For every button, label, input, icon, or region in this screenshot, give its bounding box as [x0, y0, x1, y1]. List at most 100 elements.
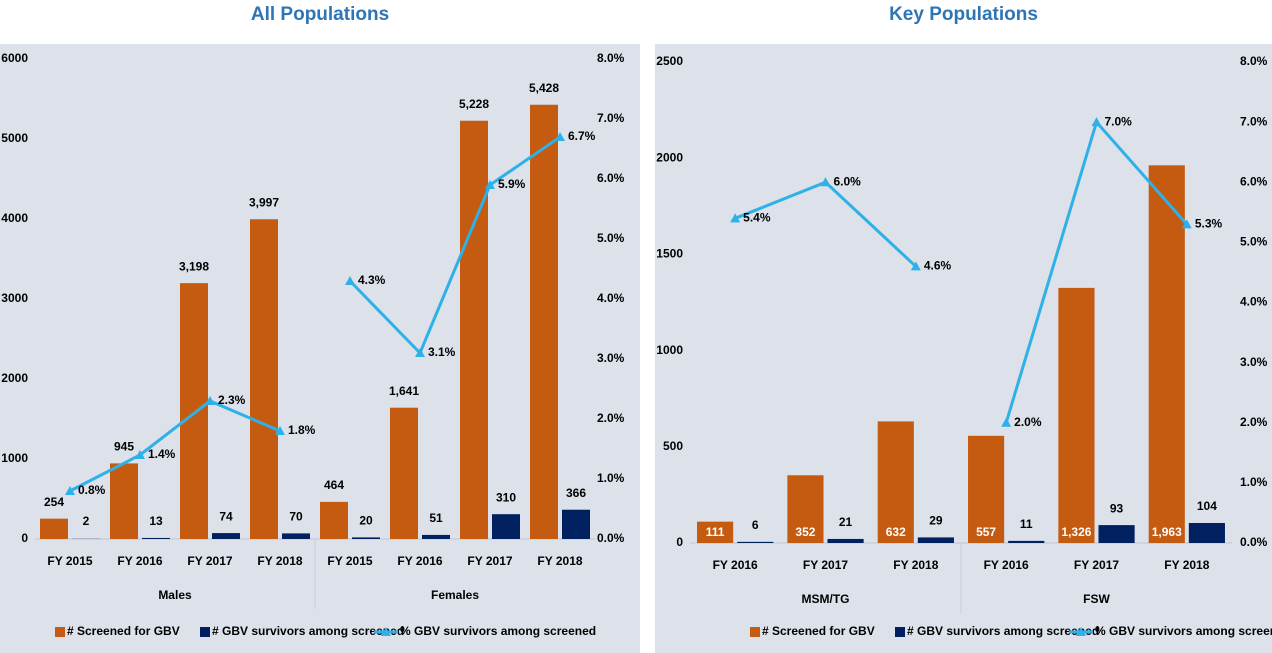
bar — [40, 518, 68, 539]
line-marker — [820, 177, 831, 187]
bar — [697, 521, 734, 543]
y-tick-label: 1000 — [1, 451, 28, 465]
line-marker — [1091, 117, 1102, 127]
data-label: 4.3% — [358, 273, 386, 287]
line-marker — [135, 450, 145, 459]
data-label: 7.0% — [1105, 114, 1133, 128]
data-label: 464 — [324, 478, 344, 492]
data-label: 6.0% — [834, 174, 862, 188]
bar — [827, 538, 864, 543]
y2-tick-label: 8.0% — [1240, 54, 1268, 68]
y2-tick-label: 5.0% — [597, 231, 625, 245]
x-tick-label: FY 2017 — [1074, 558, 1119, 572]
bar — [968, 435, 1005, 543]
y-tick-label: 1500 — [656, 247, 683, 261]
legend-label: # Screened for GBV — [67, 624, 180, 638]
x-tick-label: FY 2016 — [713, 558, 758, 572]
y2-tick-label: 2.0% — [1240, 415, 1268, 429]
legend-label: # GBV survivors among screened — [907, 624, 1099, 638]
y-tick-label: 6000 — [1, 51, 28, 65]
bar — [390, 407, 418, 539]
x-tick-label: FY 2015 — [327, 554, 372, 568]
data-label: 352 — [795, 525, 815, 539]
x-tick-label: FY 2018 — [257, 554, 302, 568]
bar — [917, 537, 954, 543]
bar — [250, 219, 278, 540]
y2-tick-label: 5.0% — [1240, 235, 1268, 249]
y-tick-label: 2000 — [656, 150, 683, 164]
data-label: 20 — [359, 514, 373, 528]
y-tick-label: 500 — [663, 439, 683, 453]
legend-swatch — [895, 627, 905, 637]
y2-tick-label: 7.0% — [1240, 114, 1268, 128]
legend-marker — [381, 627, 391, 636]
data-label: 945 — [114, 440, 134, 454]
y2-tick-label: 4.0% — [1240, 295, 1268, 309]
data-label: 366 — [566, 486, 586, 500]
bar — [530, 104, 558, 539]
data-label: 2.3% — [218, 393, 246, 407]
bar — [142, 537, 170, 539]
group-label: Males — [158, 588, 192, 602]
y2-tick-label: 1.0% — [1240, 475, 1268, 489]
bar — [282, 533, 310, 539]
y-tick-label: 2500 — [656, 54, 683, 68]
x-tick-label: FY 2016 — [117, 554, 162, 568]
data-label: 111 — [706, 525, 725, 539]
bar — [737, 541, 774, 543]
data-label: 254 — [44, 495, 64, 509]
data-label: 5,228 — [459, 97, 489, 111]
x-tick-label: FY 2018 — [1164, 558, 1209, 572]
group-label: FSW — [1083, 592, 1110, 606]
bar — [320, 501, 348, 539]
legend-label: # Screened for GBV — [762, 624, 875, 638]
y2-tick-label: 6.0% — [597, 171, 625, 185]
x-tick-label: FY 2017 — [187, 554, 232, 568]
data-label: 74 — [219, 509, 233, 523]
data-label: 4.6% — [924, 259, 952, 273]
chart-title: All Populations — [251, 4, 389, 25]
line-marker — [555, 132, 565, 141]
y-tick-label: 3000 — [1, 291, 28, 305]
line-marker — [1181, 219, 1192, 229]
data-label: 11 — [1020, 517, 1033, 531]
data-label: 1,963 — [1152, 525, 1182, 539]
data-label: 1.4% — [148, 447, 176, 461]
y2-tick-label: 0.0% — [1240, 535, 1268, 549]
bar — [1188, 522, 1225, 543]
y2-tick-label: 3.0% — [1240, 355, 1268, 369]
legend-label: % GBV survivors among screened — [400, 624, 596, 638]
data-label: 70 — [289, 510, 303, 524]
legend-swatch — [55, 627, 65, 637]
bar — [1098, 525, 1135, 543]
line-marker — [910, 261, 921, 271]
y-tick-label: 2000 — [1, 371, 28, 385]
data-label: 6.7% — [568, 129, 596, 143]
data-label: 104 — [1197, 499, 1217, 513]
data-label: 310 — [496, 490, 516, 504]
y-tick-label: 0 — [21, 531, 28, 545]
y2-tick-label: 3.0% — [597, 351, 625, 365]
x-tick-label: FY 2017 — [467, 554, 512, 568]
group-label: MSM/TG — [802, 592, 850, 606]
data-label: 5,428 — [529, 81, 559, 95]
data-label: 5.9% — [498, 177, 526, 191]
line — [348, 135, 561, 356]
data-label: 6 — [752, 518, 759, 532]
legend-swatch — [200, 627, 210, 637]
legend-swatch — [750, 627, 760, 637]
line-marker — [485, 180, 495, 189]
y2-tick-label: 1.0% — [597, 471, 625, 485]
data-label: 29 — [929, 514, 943, 528]
y-tick-label: 0 — [676, 535, 683, 549]
data-label: 93 — [1110, 501, 1124, 515]
data-label: 3,198 — [179, 259, 209, 273]
data-label: 21 — [839, 515, 853, 529]
bar — [562, 509, 590, 539]
y-tick-label: 4000 — [1, 211, 28, 225]
x-tick-label: FY 2017 — [803, 558, 848, 572]
y2-tick-label: 0.0% — [597, 531, 625, 545]
bar — [1008, 540, 1045, 543]
bar — [877, 421, 914, 543]
